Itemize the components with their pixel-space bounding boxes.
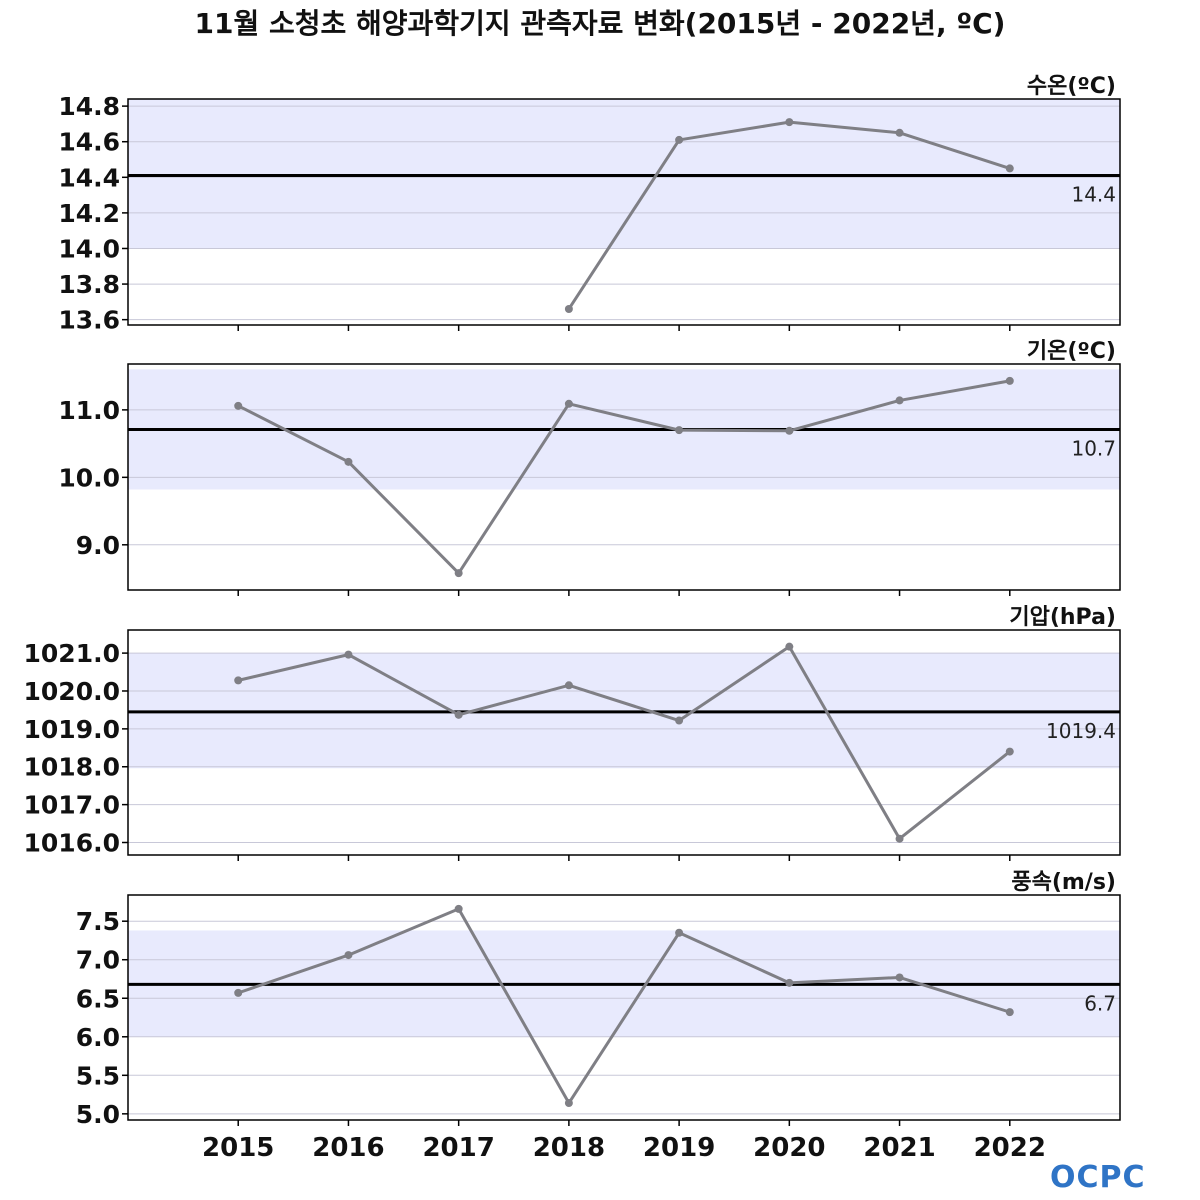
data-point <box>785 426 794 435</box>
y-tick-label: 14.0 <box>58 234 120 263</box>
x-tick-label: 2021 <box>863 1133 935 1163</box>
y-tick-label: 6.0 <box>76 1023 120 1052</box>
panel-label: 풍속(m/s) <box>1011 870 1116 895</box>
y-tick-label: 1018.0 <box>24 753 120 782</box>
data-point <box>895 396 904 405</box>
data-point <box>785 642 794 651</box>
x-tick-label: 2015 <box>202 1133 274 1163</box>
mean-value-label: 14.4 <box>1071 183 1116 207</box>
data-point <box>675 928 684 937</box>
data-point <box>454 569 463 578</box>
panel-label: 기온(ºC) <box>1027 339 1116 364</box>
data-point <box>895 973 904 982</box>
data-point <box>1005 376 1014 385</box>
data-point <box>454 710 463 719</box>
y-tick-label: 11.0 <box>58 396 120 425</box>
y-tick-label: 5.5 <box>76 1061 120 1090</box>
y-tick-label: 14.2 <box>58 199 120 228</box>
data-point <box>785 118 794 127</box>
data-point <box>895 834 904 843</box>
mean-value-label: 6.7 <box>1084 991 1116 1015</box>
data-point <box>675 716 684 725</box>
chart-title: 11월 소청초 해양과학기지 관측자료 변화(2015년 - 2022년, ºC… <box>194 7 1006 40</box>
y-tick-label: 7.5 <box>76 907 120 936</box>
data-point <box>344 457 353 466</box>
x-tick-label: 2017 <box>422 1133 494 1163</box>
y-tick-label: 1017.0 <box>24 791 120 820</box>
data-point <box>675 426 684 435</box>
data-point <box>344 951 353 960</box>
y-tick-label: 10.0 <box>58 463 120 492</box>
panel-label: 수온(ºC) <box>1027 74 1116 99</box>
y-tick-label: 5.0 <box>76 1100 120 1129</box>
mean-value-label: 1019.4 <box>1046 719 1116 743</box>
ocpc-logo: OCPC <box>1050 1160 1146 1195</box>
series-line <box>237 379 1011 575</box>
panel-frame <box>127 98 1121 326</box>
y-tick-label: 7.0 <box>76 946 120 975</box>
data-point <box>675 135 684 144</box>
y-tick-label: 6.5 <box>76 984 120 1013</box>
data-point <box>234 401 243 410</box>
panel-frame <box>127 629 1121 856</box>
x-tick-label: 2018 <box>533 1133 605 1163</box>
data-point <box>564 399 573 408</box>
data-point <box>1005 164 1014 173</box>
data-point <box>454 904 463 913</box>
series-line <box>237 907 1011 1105</box>
x-tick-label: 2022 <box>974 1133 1046 1163</box>
data-point <box>234 988 243 997</box>
data-point <box>564 1099 573 1108</box>
y-tick-label: 13.6 <box>58 306 120 335</box>
data-point <box>1005 747 1014 756</box>
y-tick-label: 9.0 <box>76 531 120 560</box>
data-point <box>785 978 794 987</box>
y-tick-label: 1016.0 <box>24 829 120 858</box>
panel-label: 기압(hPa) <box>1009 605 1116 630</box>
data-point <box>234 676 243 685</box>
y-tick-label: 1019.0 <box>24 715 120 744</box>
x-tick-label: 2019 <box>643 1133 715 1163</box>
data-point <box>895 128 904 137</box>
series-line <box>237 645 1011 841</box>
y-tick-label: 1020.0 <box>24 677 120 706</box>
panel-frame <box>127 894 1121 1121</box>
y-tick-label: 14.6 <box>58 128 120 157</box>
y-tick-label: 13.8 <box>58 270 120 299</box>
data-point <box>564 681 573 690</box>
data-point <box>344 650 353 659</box>
data-point <box>1005 1008 1014 1017</box>
mean-value-label: 10.7 <box>1071 436 1116 460</box>
y-tick-label: 14.4 <box>58 163 120 192</box>
y-tick-label: 1021.0 <box>24 639 120 668</box>
x-tick-label: 2020 <box>753 1133 825 1163</box>
data-point <box>564 304 573 313</box>
y-tick-label: 14.8 <box>58 92 120 121</box>
x-tick-label: 2016 <box>312 1133 384 1163</box>
